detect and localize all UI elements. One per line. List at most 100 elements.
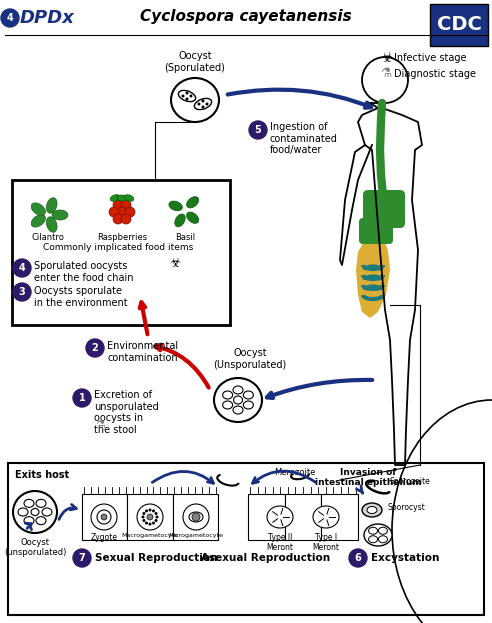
Text: ⚗: ⚗	[380, 67, 391, 80]
Ellipse shape	[124, 195, 134, 201]
Text: Exits host: Exits host	[15, 470, 69, 480]
Ellipse shape	[367, 506, 377, 513]
Circle shape	[154, 519, 157, 522]
Ellipse shape	[369, 527, 377, 535]
Circle shape	[125, 207, 135, 217]
Text: Sporocyst: Sporocyst	[388, 503, 426, 511]
Circle shape	[249, 121, 267, 139]
Text: Basil: Basil	[175, 233, 195, 242]
Bar	[285, 494, 321, 540]
Text: 4: 4	[19, 263, 26, 273]
Circle shape	[73, 389, 91, 407]
Ellipse shape	[233, 386, 243, 394]
Ellipse shape	[31, 215, 45, 227]
Text: 7: 7	[79, 553, 86, 563]
Circle shape	[189, 95, 192, 98]
Circle shape	[121, 214, 131, 224]
Ellipse shape	[233, 406, 243, 414]
Ellipse shape	[31, 203, 45, 216]
Ellipse shape	[31, 508, 39, 515]
Text: 2: 2	[92, 343, 98, 353]
Text: DPDx: DPDx	[20, 9, 75, 27]
Ellipse shape	[24, 516, 34, 525]
Circle shape	[101, 514, 107, 520]
Ellipse shape	[46, 197, 57, 213]
Ellipse shape	[186, 212, 199, 224]
Text: ☣: ☣	[380, 51, 393, 65]
Ellipse shape	[267, 506, 293, 528]
Ellipse shape	[186, 197, 199, 208]
Circle shape	[143, 519, 146, 522]
Text: Oocyst
(Unsporulated): Oocyst (Unsporulated)	[214, 348, 287, 370]
Ellipse shape	[36, 516, 46, 525]
Circle shape	[152, 521, 155, 525]
Text: Environmental
contamination: Environmental contamination	[107, 341, 178, 363]
Circle shape	[121, 200, 131, 210]
Ellipse shape	[169, 201, 183, 211]
Text: Type II
Meront: Type II Meront	[267, 533, 294, 553]
Circle shape	[143, 512, 146, 515]
Ellipse shape	[179, 90, 196, 102]
Ellipse shape	[313, 506, 339, 528]
Bar	[173, 494, 218, 540]
Circle shape	[117, 207, 127, 217]
Circle shape	[147, 514, 153, 520]
FancyBboxPatch shape	[359, 218, 393, 244]
Text: CDC: CDC	[436, 16, 482, 34]
Text: Type I
Meront: Type I Meront	[312, 533, 339, 553]
Circle shape	[73, 549, 91, 567]
Text: Cyclospora cayetanensis: Cyclospora cayetanensis	[140, 9, 352, 24]
Circle shape	[86, 339, 104, 357]
Text: 4: 4	[6, 13, 13, 23]
FancyBboxPatch shape	[363, 190, 405, 228]
Ellipse shape	[24, 500, 34, 507]
Text: Oocysts sporulate
in the environment: Oocysts sporulate in the environment	[34, 286, 127, 308]
Text: Sporulated oocysts
enter the food chain: Sporulated oocysts enter the food chain	[34, 261, 133, 283]
Text: ☣: ☣	[169, 257, 181, 270]
Ellipse shape	[378, 527, 387, 535]
Text: Oocyst
(Sporulated): Oocyst (Sporulated)	[164, 52, 225, 73]
Text: 3: 3	[19, 287, 26, 297]
Ellipse shape	[222, 391, 233, 399]
Ellipse shape	[362, 503, 382, 517]
Ellipse shape	[36, 500, 46, 507]
Ellipse shape	[244, 391, 253, 399]
Ellipse shape	[117, 195, 127, 201]
Circle shape	[145, 521, 148, 525]
Circle shape	[149, 508, 152, 511]
Bar	[430, 4, 488, 46]
Circle shape	[109, 207, 119, 217]
Ellipse shape	[378, 536, 387, 543]
Circle shape	[149, 523, 152, 525]
Circle shape	[154, 512, 157, 515]
Circle shape	[113, 200, 123, 210]
Ellipse shape	[171, 78, 219, 122]
Text: Commonly implicated food items: Commonly implicated food items	[43, 243, 193, 252]
Ellipse shape	[175, 214, 185, 227]
Ellipse shape	[194, 98, 212, 110]
Text: 6: 6	[355, 553, 362, 563]
Ellipse shape	[222, 401, 233, 409]
Text: Sporozoite: Sporozoite	[390, 477, 431, 485]
Circle shape	[1, 9, 19, 27]
Bar	[321, 494, 358, 540]
Circle shape	[145, 510, 148, 513]
Circle shape	[206, 103, 209, 105]
Text: Infective stage: Infective stage	[394, 53, 466, 63]
Circle shape	[13, 283, 31, 301]
Circle shape	[142, 515, 145, 518]
Text: Oocyst
(unsporulated): Oocyst (unsporulated)	[4, 538, 66, 558]
Circle shape	[13, 259, 31, 277]
Text: Ingestion of
contaminated
food/water: Ingestion of contaminated food/water	[270, 122, 338, 155]
Ellipse shape	[52, 210, 68, 220]
Circle shape	[202, 100, 205, 103]
Text: Sexual Reproduction: Sexual Reproduction	[95, 553, 217, 563]
Bar	[82, 494, 127, 540]
Text: Microgametocyte: Microgametocyte	[169, 533, 223, 538]
Ellipse shape	[234, 396, 243, 404]
Text: Asexual Reproduction: Asexual Reproduction	[201, 553, 331, 563]
Bar	[248, 494, 285, 540]
Ellipse shape	[364, 524, 392, 546]
Text: Merozoite: Merozoite	[275, 468, 316, 477]
Circle shape	[152, 510, 155, 513]
